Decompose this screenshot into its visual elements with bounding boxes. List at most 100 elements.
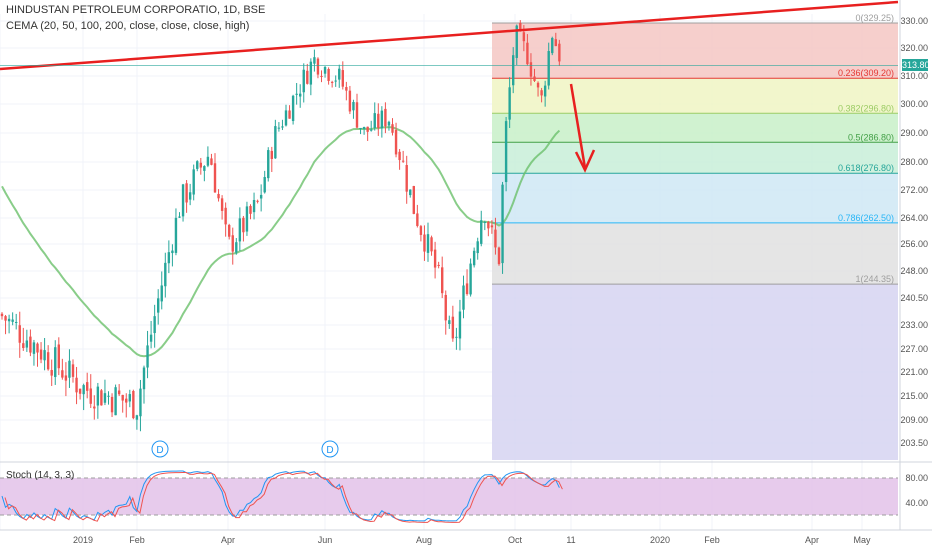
candle-body: [107, 395, 110, 397]
candle-body: [359, 127, 362, 129]
candle-body: [25, 340, 29, 348]
candle-body: [398, 151, 401, 161]
candle-body: [387, 121, 391, 126]
candle-body: [526, 42, 529, 65]
candle-body: [295, 93, 298, 95]
candle-body: [0, 313, 4, 317]
candle-body: [110, 396, 114, 413]
price-tick-label: 264.00: [900, 213, 928, 223]
candle-body: [15, 321, 18, 323]
fib-zone: [492, 173, 898, 223]
candle-body: [146, 345, 149, 368]
price-tick-label: 248.00: [900, 266, 928, 276]
candle-body: [103, 393, 107, 403]
candle-body: [366, 126, 369, 132]
candle-body: [238, 218, 242, 242]
candle-body: [299, 93, 302, 97]
candle-body: [39, 349, 43, 360]
candle-body: [235, 242, 238, 253]
price-tick-label: 227.00: [900, 344, 928, 354]
candle-body: [355, 102, 359, 128]
dividend-marker-label: D: [326, 445, 333, 456]
candle-body: [252, 199, 256, 213]
candle-body: [196, 161, 199, 169]
candle-body: [313, 57, 316, 64]
time-tick-label: Feb: [129, 535, 145, 545]
candle-body: [11, 319, 14, 322]
price-tick-label: 280.00: [900, 157, 928, 167]
candle-body: [441, 267, 444, 294]
candle-body: [149, 334, 153, 342]
candle-body: [61, 370, 64, 378]
price-tick-label: 256.00: [900, 239, 928, 249]
candle-body: [188, 192, 192, 200]
candle-body: [536, 82, 540, 88]
candle-body: [281, 126, 284, 128]
stochastic-pane: [0, 461, 932, 531]
candle-body: [206, 156, 210, 166]
candle-body: [455, 336, 458, 338]
time-tick-label: Feb: [704, 535, 720, 545]
last-price-tag: 313.80: [902, 59, 930, 71]
candle-body: [472, 250, 476, 266]
candle-body: [96, 386, 100, 406]
candle-body: [451, 316, 455, 339]
time-tick-label: May: [853, 535, 871, 545]
price-tick-label: 310.00: [900, 71, 928, 81]
candle-body: [504, 121, 508, 183]
candle-body: [82, 385, 85, 395]
candle-body: [199, 162, 202, 168]
price-tick-label: 233.00: [900, 320, 928, 330]
stoch-k-line: [1, 470, 560, 522]
price-axis: 330.00 320.00 310.00 300.00 290.00 280.00 272.…: [899, 0, 928, 530]
candle-body: [316, 58, 320, 75]
candle-body: [270, 150, 273, 159]
fib-level-label: 0.382(296.80): [838, 103, 894, 113]
candle-body: [391, 124, 394, 133]
candle-body: [46, 352, 50, 370]
trend-line: [0, 0, 899, 71]
fib-zone: [492, 222, 898, 285]
candle-body: [64, 375, 68, 381]
fib-level-label: 0.5(286.80): [848, 132, 894, 142]
candle-body: [32, 342, 36, 354]
fib-zone: [492, 142, 898, 174]
candle-body: [416, 213, 419, 226]
candle-body: [54, 347, 57, 378]
candle-body: [462, 285, 465, 310]
candle-body: [228, 224, 231, 237]
candle-body: [164, 262, 167, 287]
candle-body: [93, 406, 96, 409]
price-tick-label: 300.00: [900, 99, 928, 109]
candle-body: [512, 55, 515, 86]
candle-body: [384, 108, 387, 127]
candle-body: [448, 320, 451, 324]
candle-body: [370, 129, 373, 131]
price-tick-label: 330.00: [900, 16, 928, 26]
candle-body: [533, 76, 536, 81]
time-tick-label: 2019: [73, 535, 93, 545]
candle-body: [405, 165, 408, 192]
stoch-tick-label: 80.00: [905, 473, 928, 483]
candle-body: [380, 110, 384, 129]
candle-body: [465, 283, 469, 295]
time-tick-label: Aug: [416, 535, 432, 545]
forecast-arrow-shaft: [569, 83, 587, 169]
candle-body: [348, 90, 352, 112]
candle-body: [220, 198, 224, 211]
candle-body: [242, 217, 245, 233]
time-tick-label: Apr: [221, 535, 235, 545]
ema-line: [1, 126, 561, 358]
candle-body: [284, 110, 288, 126]
candle-body: [231, 235, 234, 252]
price-tick-label: 221.00: [900, 367, 928, 377]
candle-body: [426, 234, 430, 253]
candle-body: [423, 234, 426, 252]
candle-body: [476, 241, 479, 254]
candle-body: [327, 69, 330, 81]
candle-body: [501, 184, 504, 264]
price-tick-label: 320.00: [900, 43, 928, 53]
candle-body: [444, 294, 447, 321]
candle-body: [487, 221, 490, 229]
candle-body: [267, 150, 270, 179]
